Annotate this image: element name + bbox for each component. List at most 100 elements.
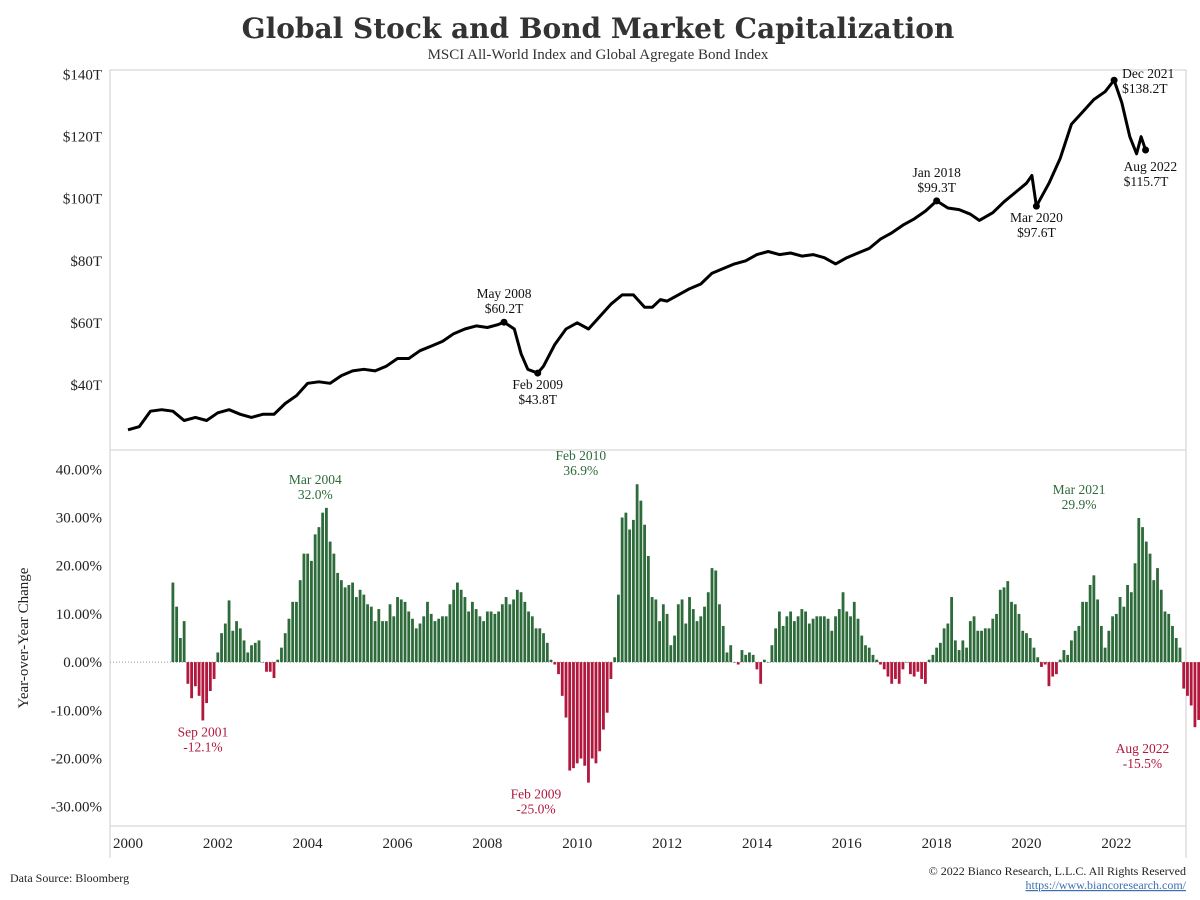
yoy-bar xyxy=(441,616,444,663)
yoy-bar xyxy=(890,662,894,684)
annotation-date: Sep 2001 xyxy=(178,724,229,739)
yoy-bar xyxy=(879,662,882,665)
yoy-bar xyxy=(867,647,871,663)
top-panel-frame xyxy=(109,69,1187,451)
x-tick-label: 2006 xyxy=(383,836,414,852)
x-tick-label: 2008 xyxy=(472,836,502,852)
annotation-value: -25.0% xyxy=(516,802,555,817)
yoy-bar xyxy=(280,647,283,663)
yoy-bar xyxy=(864,645,867,663)
annotation-date: May 2008 xyxy=(476,286,531,301)
annotation-marker xyxy=(933,197,941,205)
yoy-bar xyxy=(639,500,643,663)
x-tick-label: 2016 xyxy=(832,836,863,852)
yoy-bar xyxy=(545,642,549,663)
yoy-bar xyxy=(912,662,916,677)
yoy-bar xyxy=(1174,638,1178,663)
yoy-bar xyxy=(261,662,265,663)
yoy-bar xyxy=(242,640,246,663)
yoy-bar xyxy=(763,659,766,663)
yoy-bar xyxy=(347,584,351,663)
yoy-bar xyxy=(1040,662,1043,667)
yoy-bar xyxy=(250,645,253,663)
market-cap-panel: $40T $60T $80T $100T $120T $140T May 2008$60.2… xyxy=(63,66,1187,451)
yoy-bar xyxy=(631,519,635,663)
yoy-bar xyxy=(246,652,250,663)
yoy-bar xyxy=(729,645,733,663)
yoy-bar xyxy=(268,662,272,672)
yoy-bar xyxy=(1025,633,1028,663)
yoy-bar xyxy=(193,662,197,687)
yoy-bar xyxy=(572,662,575,769)
yoy-bar xyxy=(927,659,931,663)
yoy-bar xyxy=(1017,613,1021,663)
yoy-bar xyxy=(953,640,957,663)
yoy-bar xyxy=(897,662,901,684)
yoy-bar xyxy=(470,601,474,663)
yoy-bar xyxy=(807,623,811,663)
yoy-bar xyxy=(485,611,489,663)
yoy-bar xyxy=(1036,657,1040,663)
yoy-bar xyxy=(684,623,688,663)
annotation-value: $138.2T xyxy=(1122,81,1168,96)
yoy-bar xyxy=(1028,638,1032,663)
yoy-bar xyxy=(512,599,515,663)
annotation-date: Jan 2018 xyxy=(912,165,961,180)
annotation-date: Mar 2020 xyxy=(1010,210,1063,225)
annotation-value: $99.3T xyxy=(917,180,956,195)
yoy-bar xyxy=(1178,647,1182,663)
yoy-bar xyxy=(957,650,961,663)
website-link[interactable]: https://www.biancoresearch.com/ xyxy=(1025,878,1186,892)
yoy-bar xyxy=(1156,568,1159,663)
yoy-bar xyxy=(1129,592,1133,663)
yoy-bar xyxy=(253,642,257,663)
yoy-bar xyxy=(875,659,879,663)
yoy-bar xyxy=(774,628,778,663)
yoy-bar xyxy=(324,507,328,663)
x-tick-label: 2022 xyxy=(1101,836,1131,852)
yoy-bar xyxy=(223,623,227,663)
yoy-bar xyxy=(231,630,235,663)
yoy-bar xyxy=(628,529,632,663)
yoy-bar xyxy=(448,604,452,663)
yoy-bar xyxy=(1092,575,1096,663)
yoy-bar xyxy=(894,662,897,679)
yoy-bar xyxy=(617,594,620,663)
yoy-bar xyxy=(740,650,744,663)
yoy-bar xyxy=(733,662,736,663)
yoy-bar xyxy=(1084,601,1088,663)
y-tick-label: $100T xyxy=(63,192,102,208)
yoy-bar xyxy=(1189,662,1193,706)
yoy-bar xyxy=(291,601,295,663)
yoy-bar xyxy=(804,611,807,663)
yoy-bar xyxy=(942,628,946,663)
yoy-bar xyxy=(1070,640,1073,663)
yoy-bar xyxy=(426,601,429,663)
yoy-bar xyxy=(785,616,789,663)
yoy-bar xyxy=(695,621,699,663)
annotation-value: $60.2T xyxy=(485,301,524,316)
x-tick-label: 2012 xyxy=(652,836,682,852)
yoy-bar xyxy=(901,662,905,670)
yoy-bar xyxy=(1197,662,1200,720)
yoy-bar xyxy=(796,616,800,663)
annotation-date: Aug 2022 xyxy=(1116,741,1170,756)
yoy-bar xyxy=(1066,654,1070,663)
yoy-bar xyxy=(283,633,287,663)
yoy-bar xyxy=(482,621,486,663)
yoy-bar xyxy=(1163,611,1167,663)
y-tick-label: 30.00% xyxy=(56,510,102,526)
yoy-bar xyxy=(474,609,478,663)
yoy-bar xyxy=(980,630,983,663)
yoy-bar xyxy=(1141,527,1144,663)
y-tick-label: $140T xyxy=(63,68,102,84)
annotation-value: $115.7T xyxy=(1124,174,1170,189)
yoy-bar xyxy=(744,654,748,663)
yoy-bar xyxy=(190,662,194,699)
yoy-bar xyxy=(493,613,497,663)
data-source-note: Data Source: Bloomberg xyxy=(10,871,129,885)
yoy-bar xyxy=(620,517,624,663)
yoy-bar xyxy=(332,553,336,663)
yoy-bar xyxy=(175,606,179,663)
yoy-bar xyxy=(834,616,837,663)
